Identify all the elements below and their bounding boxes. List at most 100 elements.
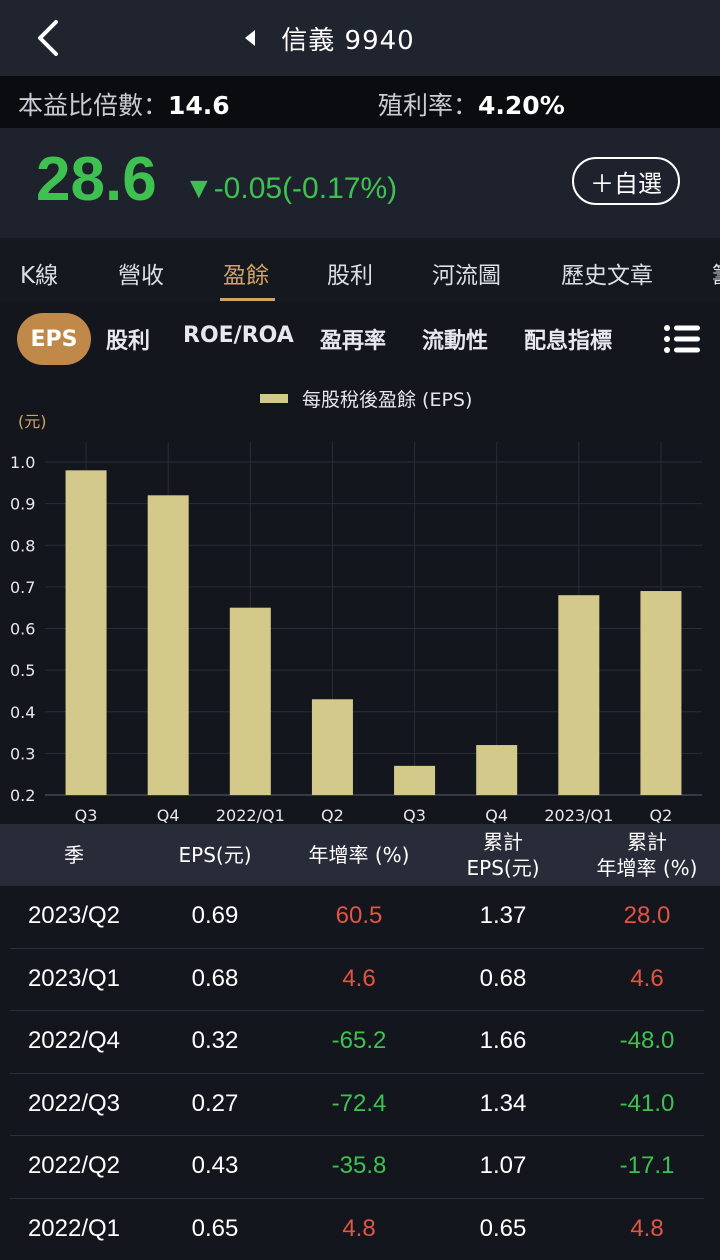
table-row[interactable]: 2022/Q4 0.32 -65.2 1.66 -48.0 bbox=[10, 1011, 704, 1074]
tab-revenue[interactable]: 營收 bbox=[118, 263, 164, 289]
cell-cum-yoy: -41.0 bbox=[619, 1089, 675, 1117]
col-yoy: 年增率 (%) bbox=[308, 843, 410, 867]
y-tick-label: 0.5 bbox=[10, 661, 35, 680]
title-bar: 信義 9940 bbox=[0, 0, 720, 76]
add-watchlist-button[interactable]: ＋自選 bbox=[572, 157, 680, 205]
eps-bar[interactable] bbox=[311, 699, 353, 795]
x-tick-label: Q3 bbox=[403, 806, 426, 824]
x-tick-label: 2023/Q1 bbox=[544, 806, 613, 824]
cell-season: 2022/Q3 bbox=[27, 1089, 121, 1117]
eps-bar[interactable] bbox=[558, 595, 600, 795]
table-header: 季 EPS(元) 年增率 (%) 累計 EPS(元) 累計 年增率 (%) bbox=[0, 824, 720, 886]
cell-season: 2022/Q4 bbox=[27, 1027, 121, 1055]
cell-cum-eps: 1.66 bbox=[479, 1027, 527, 1055]
table-row[interactable]: 2022/Q1 0.65 4.8 0.65 4.8 bbox=[10, 1199, 704, 1260]
col-cum-eps: 累計 EPS(元) bbox=[466, 830, 540, 880]
cell-eps: 0.65 bbox=[191, 1214, 239, 1242]
eps-bar[interactable] bbox=[640, 591, 682, 795]
pe-ratio: 本益比倍數：14.6 bbox=[18, 86, 230, 122]
cell-cum-yoy: 28.0 bbox=[623, 902, 671, 929]
y-tick-label: 0.9 bbox=[10, 495, 35, 514]
y-tick-label: 0.4 bbox=[10, 703, 35, 722]
tab-earnings[interactable]: 盈餘 bbox=[223, 263, 269, 289]
triangle-left-icon[interactable] bbox=[245, 30, 256, 46]
cell-cum-yoy: 4.6 bbox=[630, 964, 664, 992]
x-tick-label: Q3 bbox=[75, 806, 98, 824]
sub-tabs: EPS 股利 ROE/ROA 盈再率 流動性 配息指標 bbox=[0, 302, 720, 374]
col-cum-yoy: 累計 年增率 (%) bbox=[596, 830, 698, 880]
y-tick-label: 0.7 bbox=[10, 578, 35, 597]
dy-value: 4.20% bbox=[478, 91, 565, 120]
eps-bar[interactable] bbox=[229, 607, 271, 795]
eps-bar[interactable] bbox=[476, 745, 518, 795]
y-tick-label: 0.6 bbox=[10, 620, 35, 639]
ratio-bar: 本益比倍數：14.6 殖利率：4.20% bbox=[0, 76, 720, 128]
x-tick-label: Q2 bbox=[321, 806, 344, 824]
cell-eps: 0.27 bbox=[191, 1089, 239, 1117]
y-tick-label: 0.3 bbox=[10, 744, 35, 763]
cell-cum-eps: 0.68 bbox=[479, 964, 527, 992]
cell-season: 2023/Q1 bbox=[27, 964, 121, 992]
subtab-liquidity[interactable]: 流動性 bbox=[422, 329, 489, 354]
subtab-roe-roa[interactable]: ROE/ROA bbox=[183, 323, 294, 348]
cell-cum-eps: 1.07 bbox=[479, 1152, 527, 1180]
menu-list-icon[interactable] bbox=[662, 323, 702, 355]
app-header: 信義 9940 bbox=[0, 0, 720, 76]
tab-history-articles[interactable]: 歷史文章 bbox=[561, 263, 653, 289]
cell-yoy: -35.8 bbox=[331, 1152, 387, 1180]
cell-eps: 0.69 bbox=[191, 902, 239, 929]
subtab-reinvestment-rate[interactable]: 盈再率 bbox=[320, 329, 387, 354]
subtab-dividend-index[interactable]: 配息指標 bbox=[524, 329, 613, 354]
cell-cum-yoy: -48.0 bbox=[619, 1027, 675, 1055]
quote-area: 28.6 ▼-0.05(-0.17%) ＋自選 bbox=[0, 128, 720, 238]
x-tick-label: Q4 bbox=[157, 806, 180, 824]
tab-river-chart[interactable]: 河流圖 bbox=[432, 263, 501, 289]
legend-label: 每股稅後盈餘 (EPS) bbox=[302, 389, 472, 411]
dividend-yield: 殖利率：4.20% bbox=[378, 86, 565, 122]
eps-table-body: 2023/Q2 0.69 60.5 1.37 28.0 2023/Q1 0.68 4.6 0.6… bbox=[0, 886, 720, 1260]
cell-season: 2023/Q2 bbox=[27, 902, 121, 929]
eps-bar[interactable] bbox=[394, 765, 436, 795]
x-tick-label: 2022/Q1 bbox=[216, 806, 285, 824]
subtab-dividend[interactable]: 股利 bbox=[106, 329, 151, 354]
cell-season: 2022/Q2 bbox=[27, 1152, 121, 1180]
y-tick-label: 1.0 bbox=[10, 453, 35, 472]
tab-chips[interactable]: 籌 bbox=[712, 256, 720, 290]
tab-kline[interactable]: K線 bbox=[20, 263, 59, 289]
current-price: 28.6 bbox=[36, 145, 157, 214]
cell-yoy: 4.8 bbox=[342, 1214, 376, 1242]
y-tick-label: 0.8 bbox=[10, 536, 35, 555]
tab-active-indicator bbox=[220, 298, 275, 301]
table-row[interactable]: 2023/Q1 0.68 4.6 0.68 4.6 bbox=[10, 949, 704, 1012]
cell-yoy: -65.2 bbox=[331, 1027, 387, 1055]
subtab-eps[interactable]: EPS bbox=[17, 313, 91, 365]
back-icon[interactable] bbox=[28, 16, 68, 60]
y-tick-label: 0.2 bbox=[10, 786, 35, 805]
page-title: 信義 9940 bbox=[281, 25, 415, 56]
pe-label: 本益比倍數： bbox=[18, 91, 169, 120]
cell-eps: 0.68 bbox=[191, 964, 239, 992]
table-row[interactable]: 2023/Q2 0.69 60.5 1.37 28.0 bbox=[10, 886, 704, 949]
dy-label: 殖利率： bbox=[378, 91, 479, 120]
cell-cum-yoy: 4.8 bbox=[630, 1214, 664, 1242]
eps-chart: 每股稅後盈餘 (EPS) (元) 0.2 0.3 0.4 0.5 0.6 0.7 0.8 0.… bbox=[0, 374, 720, 824]
x-tick-label: Q4 bbox=[485, 806, 508, 824]
cell-season: 2022/Q1 bbox=[27, 1214, 121, 1242]
cell-cum-yoy: -17.1 bbox=[619, 1152, 675, 1180]
cell-cum-eps: 1.37 bbox=[479, 902, 527, 929]
y-unit-label: (元) bbox=[18, 412, 47, 431]
eps-bar[interactable] bbox=[147, 495, 189, 795]
col-eps: EPS(元) bbox=[178, 843, 252, 867]
col-season: 季 bbox=[64, 843, 84, 867]
eps-bar[interactable] bbox=[65, 470, 107, 795]
cell-yoy: -72.4 bbox=[331, 1089, 387, 1117]
tab-dividend[interactable]: 股利 bbox=[327, 263, 373, 289]
main-tabs: K線 營收 盈餘 股利 河流圖 歷史文章 籌 bbox=[0, 238, 720, 302]
legend-swatch bbox=[260, 394, 288, 403]
table-row[interactable]: 2022/Q3 0.27 -72.4 1.34 -41.0 bbox=[10, 1074, 704, 1137]
cell-yoy: 4.6 bbox=[342, 964, 376, 992]
table-row[interactable]: 2022/Q2 0.43 -35.8 1.07 -17.1 bbox=[10, 1136, 704, 1199]
cell-eps: 0.32 bbox=[191, 1027, 239, 1055]
x-tick-label: Q2 bbox=[650, 806, 673, 824]
cell-eps: 0.43 bbox=[191, 1152, 239, 1180]
